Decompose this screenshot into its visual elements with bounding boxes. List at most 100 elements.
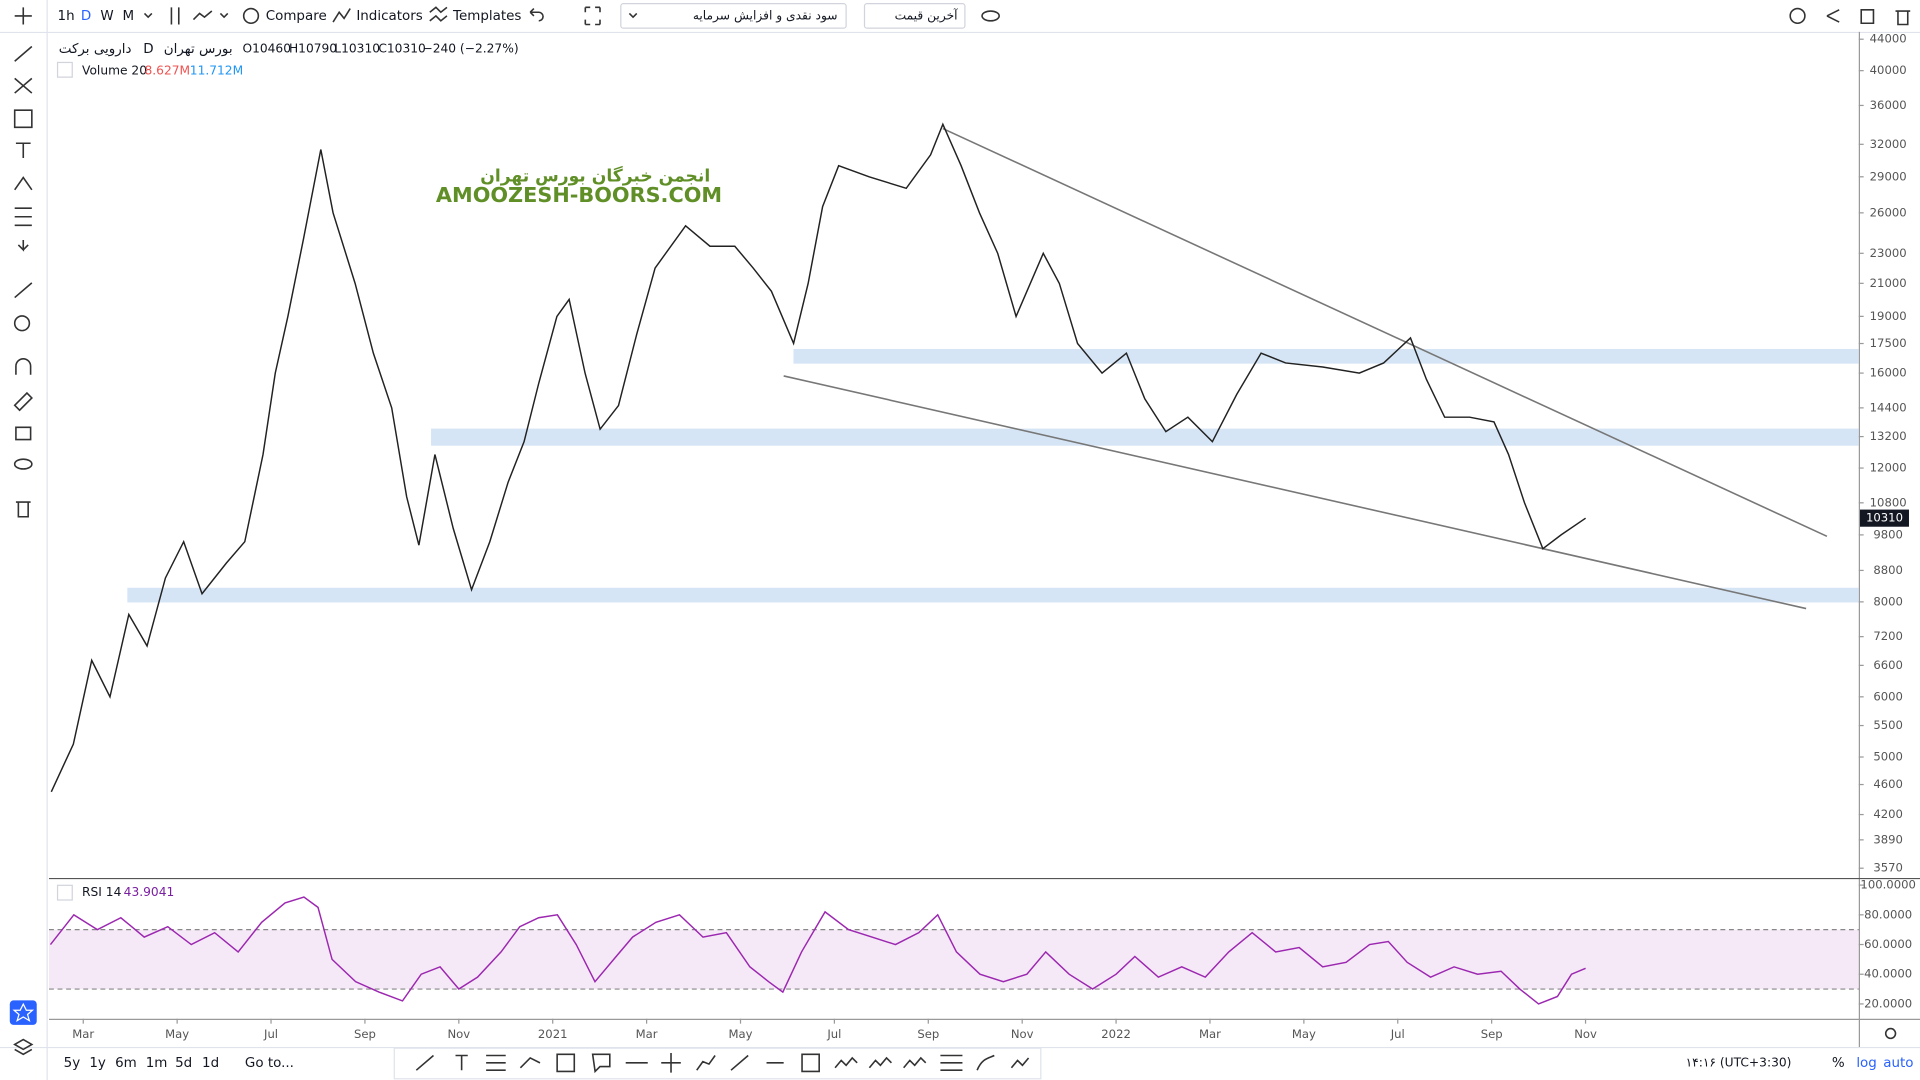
- interval[interactable]: 1h: [58, 9, 75, 24]
- templates-button[interactable]: Templates: [452, 9, 521, 24]
- settings-icon[interactable]: [1884, 1027, 1897, 1040]
- y-tick-label: 16000: [1870, 366, 1907, 380]
- y-tick-label: 32000: [1870, 137, 1907, 151]
- last-price-label: 10310: [1866, 511, 1903, 525]
- collapse-button[interactable]: [56, 884, 73, 901]
- rsi-name: RSI 14: [82, 885, 122, 899]
- x-tick-label: Jul: [1390, 1027, 1405, 1041]
- range-button[interactable]: 1y: [89, 1056, 106, 1071]
- price-select-text[interactable]: آخرین قیمت: [895, 7, 959, 23]
- percent-toggle[interactable]: %: [1832, 1056, 1845, 1071]
- series-line: [50, 122, 1587, 793]
- symbol-name: دارویی برکت: [59, 42, 132, 57]
- templates-icon[interactable]: [429, 6, 448, 22]
- toolbar-icons[interactable]: [143, 7, 229, 25]
- x-tick-label: Mar: [1199, 1027, 1221, 1041]
- y-tick-label: 3890: [1873, 832, 1903, 846]
- support-zone[interactable]: [127, 587, 1859, 603]
- y-tick-label: 26000: [1870, 205, 1907, 219]
- range-button[interactable]: 6m: [115, 1056, 137, 1071]
- y-tick-label: 5000: [1873, 750, 1903, 764]
- interval[interactable]: W: [100, 9, 113, 24]
- indicators-icon[interactable]: [332, 8, 351, 23]
- collapse-button[interactable]: [56, 61, 73, 78]
- support-zone[interactable]: [793, 348, 1859, 364]
- range-button[interactable]: 1m: [146, 1056, 168, 1071]
- y-tick-label: 60.0000: [1864, 937, 1912, 951]
- symbol-exchange: بورس تهران: [164, 42, 233, 57]
- y-tick-label: 100.0000: [1860, 878, 1915, 892]
- indicator-select[interactable]: [620, 3, 847, 29]
- plot-layer: 3570 3890 4200 4600 5000 5500 6000 6600 7200 8000…: [48, 32, 1916, 1041]
- eye-icon[interactable]: [981, 10, 1000, 22]
- y-tick-label: 80.0000: [1864, 907, 1912, 921]
- auto-toggle[interactable]: auto: [1883, 1056, 1913, 1071]
- x-tick-label: Jul: [263, 1027, 278, 1041]
- x-tick-label: Sep: [1481, 1027, 1503, 1041]
- change: −240 (−2.27%): [422, 41, 518, 55]
- rsi-band: [48, 929, 1859, 990]
- range-button[interactable]: 1d: [202, 1056, 219, 1071]
- y-tick-label: 9800: [1873, 527, 1903, 541]
- compare-icon[interactable]: [242, 7, 260, 25]
- support-zone[interactable]: [431, 428, 1859, 446]
- drawing-tool-icons[interactable]: [415, 1053, 1030, 1074]
- y-tick-label: 23000: [1870, 246, 1907, 260]
- drawing-tools[interactable]: [13, 7, 33, 518]
- y-tick-label: 5500: [1873, 718, 1903, 732]
- indicators-button[interactable]: Indicators: [356, 9, 422, 24]
- y-tick-label: 29000: [1870, 169, 1907, 183]
- x-tick-label: Mar: [72, 1027, 94, 1041]
- y-tick-label: 40000: [1870, 63, 1907, 77]
- right-toolbar-icons[interactable]: [1789, 7, 1911, 26]
- interval[interactable]: M: [122, 9, 134, 24]
- y-tick-label: 17500: [1870, 336, 1907, 350]
- x-tick-label: May: [728, 1027, 752, 1041]
- series-line: [49, 896, 1586, 1005]
- price-select[interactable]: [863, 3, 966, 29]
- x-tick-label: Mar: [636, 1027, 658, 1041]
- x-tick-label: 2021: [538, 1027, 568, 1041]
- symbol-interval: D: [143, 42, 153, 57]
- x-tick-label: Nov: [1011, 1027, 1034, 1041]
- x-tick-label: Nov: [1574, 1027, 1597, 1041]
- y-tick-label: 13200: [1870, 429, 1907, 443]
- range-button[interactable]: 5y: [64, 1056, 81, 1071]
- y-tick-label: 10800: [1870, 495, 1907, 509]
- y-tick-label: 3570: [1873, 861, 1903, 875]
- close: C10310: [378, 41, 425, 55]
- goto-button[interactable]: Go to...: [245, 1056, 294, 1071]
- y-tick-label: 21000: [1870, 276, 1907, 290]
- y-tick-label: 20.0000: [1864, 996, 1912, 1010]
- x-tick-label: Sep: [917, 1027, 939, 1041]
- x-tick-label: May: [1292, 1027, 1316, 1041]
- undo-fullscreen-icons[interactable]: [529, 6, 601, 26]
- compare-button[interactable]: Compare: [266, 9, 327, 24]
- y-tick-label: 6000: [1873, 689, 1903, 703]
- y-tick-label: 40.0000: [1864, 967, 1912, 981]
- indicator-select-text[interactable]: سود نقدی و افزایش سرمایه: [693, 8, 838, 23]
- x-tick-label: Sep: [354, 1027, 376, 1041]
- star-icon: [12, 1002, 35, 1022]
- y-tick-label: 12000: [1870, 461, 1907, 475]
- y-tick-label: 6600: [1873, 658, 1903, 672]
- trend-line[interactable]: [783, 375, 1807, 610]
- layers-icon[interactable]: [13, 1038, 34, 1056]
- favorites-button[interactable]: [9, 1000, 37, 1025]
- x-tick-label: May: [165, 1027, 189, 1041]
- y-tick-label: 4200: [1873, 807, 1903, 821]
- open: O10460: [242, 41, 291, 55]
- y-tick-label: 19000: [1870, 309, 1907, 323]
- range-button[interactable]: 5d: [175, 1056, 192, 1071]
- x-tick-label: Nov: [447, 1027, 470, 1041]
- log-toggle[interactable]: log: [1856, 1056, 1877, 1071]
- interval[interactable]: D: [81, 9, 91, 24]
- y-tick-label: 8800: [1873, 563, 1903, 577]
- x-tick-label: 2022: [1101, 1027, 1131, 1041]
- trend-line[interactable]: [942, 127, 1828, 538]
- watermark-line2: AMOOZESH-BOORS.COM: [436, 183, 722, 207]
- volume-name: Volume 20: [82, 64, 147, 78]
